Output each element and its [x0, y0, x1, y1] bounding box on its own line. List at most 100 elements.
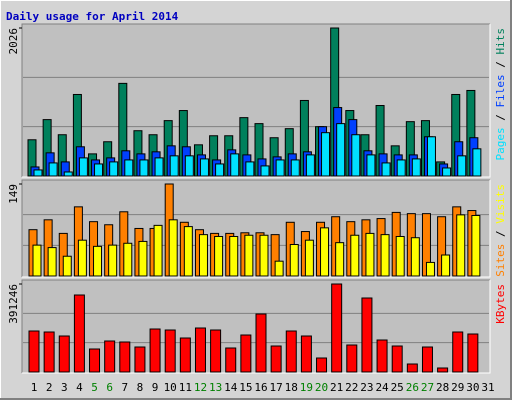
plot-edge [21, 179, 490, 277]
x-tick-label: 23 [360, 381, 373, 394]
bar [164, 329, 176, 373]
bar [300, 335, 312, 373]
bar [259, 234, 269, 277]
x-tick-label: 20 [315, 381, 328, 394]
legend-entry: Visits [494, 184, 507, 224]
bar [452, 331, 464, 373]
bar [391, 345, 403, 373]
bar [230, 153, 240, 177]
bar [108, 244, 118, 277]
bar [335, 242, 345, 277]
bar [58, 335, 70, 373]
legend-entry: Pages [494, 127, 507, 160]
x-tick-label: 1 [31, 381, 38, 394]
bar [425, 261, 435, 277]
legend: Sites / Visits [494, 184, 507, 277]
legend: Pages / Files / Hits [494, 28, 507, 161]
bar [361, 297, 373, 373]
bar [48, 162, 58, 177]
bar [62, 255, 72, 277]
bar [441, 254, 451, 277]
bar [169, 155, 179, 177]
bar [32, 244, 42, 277]
plot-edge [22, 24, 491, 178]
x-tick-label: 5 [91, 381, 98, 394]
bar [316, 357, 328, 373]
bar [421, 346, 433, 373]
bar [365, 232, 375, 277]
bar [406, 363, 418, 373]
plot-edge [22, 280, 491, 374]
bar [457, 155, 467, 177]
bar [245, 161, 255, 177]
bar [411, 158, 421, 177]
x-tick-label: 25 [391, 381, 404, 394]
bar [109, 161, 119, 177]
bar [215, 163, 225, 177]
plot-edge [21, 23, 490, 177]
bar [214, 235, 224, 277]
chart-title: Daily usage for April 2014 [6, 10, 179, 23]
bar [93, 245, 103, 277]
x-tick-label: 3 [61, 381, 68, 394]
bar [153, 224, 163, 277]
bar [154, 157, 164, 177]
x-tick-label: 8 [137, 381, 144, 394]
x-tick-label: 22 [345, 381, 358, 394]
bar [138, 240, 148, 277]
bar [124, 159, 134, 177]
x-tick-label: 18 [285, 381, 298, 394]
x-tick-label: 11 [179, 381, 192, 394]
plot-edge [21, 279, 490, 373]
bar [33, 169, 43, 177]
bar [28, 330, 40, 373]
bar [290, 159, 300, 177]
bar [198, 234, 208, 277]
bar [43, 331, 55, 373]
bar [255, 313, 267, 373]
bar [244, 234, 254, 277]
bar [366, 154, 376, 177]
bar [168, 219, 178, 277]
bar [77, 239, 87, 277]
x-tick-label: 4 [76, 381, 83, 394]
legend-entry: Hits [494, 28, 507, 55]
legend-entry: Sites [494, 244, 507, 277]
bar [134, 346, 146, 373]
bar [210, 329, 222, 373]
bar [376, 339, 388, 373]
bar [225, 347, 237, 373]
bar [320, 227, 330, 277]
y-tick-label: 2026 [7, 28, 20, 55]
bar [78, 157, 88, 177]
bar [194, 327, 206, 373]
legend-separator: / [494, 108, 507, 128]
bar [395, 235, 405, 277]
bar [472, 148, 482, 177]
y-tick-label: 391246 [7, 284, 20, 324]
bar [426, 136, 436, 177]
bar [104, 340, 116, 373]
x-tick-label: 31 [481, 381, 494, 394]
x-tick-label: 7 [121, 381, 128, 394]
x-tick-label: 14 [224, 381, 238, 394]
bar [94, 163, 104, 177]
x-tick-label: 29 [451, 381, 464, 394]
legend-separator: / [494, 55, 507, 75]
legend-entry: Files [494, 74, 507, 107]
x-tick-label: 12 [194, 381, 207, 394]
bar [260, 165, 270, 177]
bar [437, 367, 449, 373]
x-tick-label: 6 [106, 381, 113, 394]
bar [350, 234, 360, 277]
legend-entry: KBytes [494, 284, 507, 324]
bar [275, 159, 285, 177]
bar [289, 244, 299, 277]
bar [149, 328, 161, 373]
bar [229, 235, 239, 277]
bar [321, 132, 331, 177]
bar [274, 260, 284, 277]
x-tick-label: 16 [254, 381, 267, 394]
